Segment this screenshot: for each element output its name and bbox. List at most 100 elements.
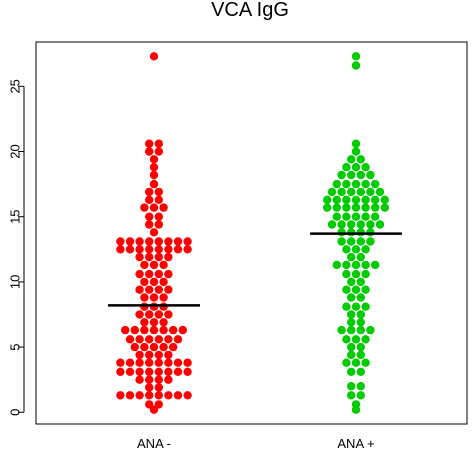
y-tick-label: 25	[8, 79, 23, 93]
data-point-ana-positive	[351, 52, 361, 61]
data-point-ana-positive	[371, 260, 380, 270]
data-point-ana-positive	[351, 335, 361, 344]
data-point-ana-negative	[135, 252, 144, 262]
data-point-ana-positive	[342, 212, 351, 221]
y-tick-label: 15	[8, 209, 23, 223]
data-point-ana-negative	[159, 318, 168, 327]
data-point-ana-positive	[356, 325, 365, 335]
data-point-ana-positive	[361, 269, 370, 279]
data-point-ana-positive	[347, 277, 356, 287]
data-point-ana-negative	[159, 302, 168, 311]
data-point-ana-negative	[183, 237, 192, 246]
data-point-ana-negative	[149, 405, 159, 414]
data-point-ana-negative	[145, 358, 154, 367]
data-point-ana-positive	[342, 358, 351, 367]
data-point-ana-negative	[149, 155, 159, 164]
data-point-ana-positive	[361, 163, 370, 172]
data-point-ana-positive	[361, 179, 370, 189]
data-point-ana-positive	[342, 163, 351, 172]
data-point-ana-negative	[116, 367, 125, 376]
data-point-ana-positive	[351, 245, 361, 254]
data-point-ana-positive	[366, 187, 375, 197]
data-point-ana-positive	[347, 342, 356, 352]
data-point-ana-negative	[121, 325, 130, 335]
data-point-ana-negative	[173, 335, 183, 344]
data-point-ana-negative	[164, 245, 173, 254]
data-point-ana-positive	[347, 318, 356, 327]
data-point-ana-positive	[323, 203, 332, 212]
data-point-ana-positive	[327, 187, 337, 197]
data-point-ana-positive	[347, 155, 356, 164]
data-point-ana-positive	[356, 382, 365, 391]
data-point-ana-positive	[361, 302, 370, 311]
data-point-ana-negative	[154, 187, 163, 197]
data-point-ana-negative	[116, 358, 125, 367]
data-point-ana-negative	[145, 139, 154, 148]
data-point-ana-negative	[154, 147, 163, 156]
data-point-ana-positive	[323, 195, 332, 204]
data-point-ana-negative	[145, 212, 154, 221]
data-point-ana-negative	[164, 310, 173, 319]
data-point-ana-positive	[337, 220, 346, 229]
data-point-ana-negative	[164, 285, 173, 294]
data-point-ana-negative	[145, 187, 154, 197]
y-axis: 0 5 10 15 20 25	[8, 79, 25, 416]
data-point-ana-negative	[149, 293, 159, 302]
data-point-ana-negative	[159, 260, 168, 270]
data-point-ana-negative	[149, 203, 159, 212]
data-point-ana-positive	[361, 212, 370, 221]
data-point-ana-positive	[337, 237, 346, 246]
data-point-ana-positive	[332, 195, 341, 204]
data-point-ana-negative	[125, 367, 135, 376]
data-point-ana-positive	[347, 220, 356, 229]
data-point-ana-negative	[149, 170, 159, 180]
data-point-ana-negative	[164, 367, 173, 376]
data-point-ana-negative	[125, 358, 135, 367]
data-point-ana-negative	[169, 342, 178, 352]
data-point-ana-positive	[366, 325, 375, 335]
data-point-ana-negative	[145, 237, 154, 246]
data-point-ana-positive	[356, 342, 365, 352]
data-point-ana-positive	[347, 237, 356, 246]
data-point-ana-positive	[356, 252, 365, 262]
data-point-ana-positive	[356, 187, 365, 197]
data-point-ana-positive	[356, 391, 365, 400]
data-point-ana-positive	[347, 252, 356, 262]
median-lines	[108, 232, 402, 307]
data-point-ana-negative	[140, 293, 149, 302]
data-point-ana-negative	[159, 293, 168, 302]
data-point-ana-positive	[337, 325, 346, 335]
data-point-ana-negative	[140, 277, 149, 287]
data-point-ana-negative	[145, 285, 154, 294]
data-point-ana-positive	[347, 187, 356, 197]
data-point-ana-negative	[116, 245, 125, 254]
data-point-ana-positive	[366, 237, 375, 246]
data-point-ana-positive	[361, 203, 370, 212]
data-point-ana-negative	[149, 318, 159, 327]
data-point-ana-negative	[135, 367, 144, 376]
data-point-ana-negative	[145, 252, 154, 262]
data-point-ana-negative	[145, 375, 154, 384]
data-point-ana-negative	[154, 350, 163, 360]
data-point-ana-positive	[356, 220, 365, 229]
data-point-ana-negative	[125, 245, 135, 254]
data-point-ana-negative	[164, 269, 173, 279]
plot-frame	[35, 41, 468, 425]
data-point-ana-negative	[130, 325, 139, 335]
data-point-ana-negative	[164, 252, 173, 262]
data-point-ana-negative	[116, 237, 125, 246]
data-point-ana-negative	[159, 342, 168, 352]
data-point-ana-negative	[183, 245, 192, 254]
data-point-ana-positive	[347, 367, 356, 376]
data-point-ana-positive	[361, 260, 370, 270]
data-point-ana-positive	[351, 179, 361, 189]
y-tick-label: 0	[8, 409, 23, 416]
data-point-ana-negative	[149, 52, 159, 61]
data-point-ana-positive	[356, 277, 365, 287]
data-point-ana-negative	[145, 245, 154, 254]
data-point-ana-negative	[154, 139, 163, 148]
data-point-ana-positive	[342, 335, 351, 344]
data-point-ana-negative	[154, 335, 163, 344]
data-point-ana-negative	[183, 391, 192, 400]
